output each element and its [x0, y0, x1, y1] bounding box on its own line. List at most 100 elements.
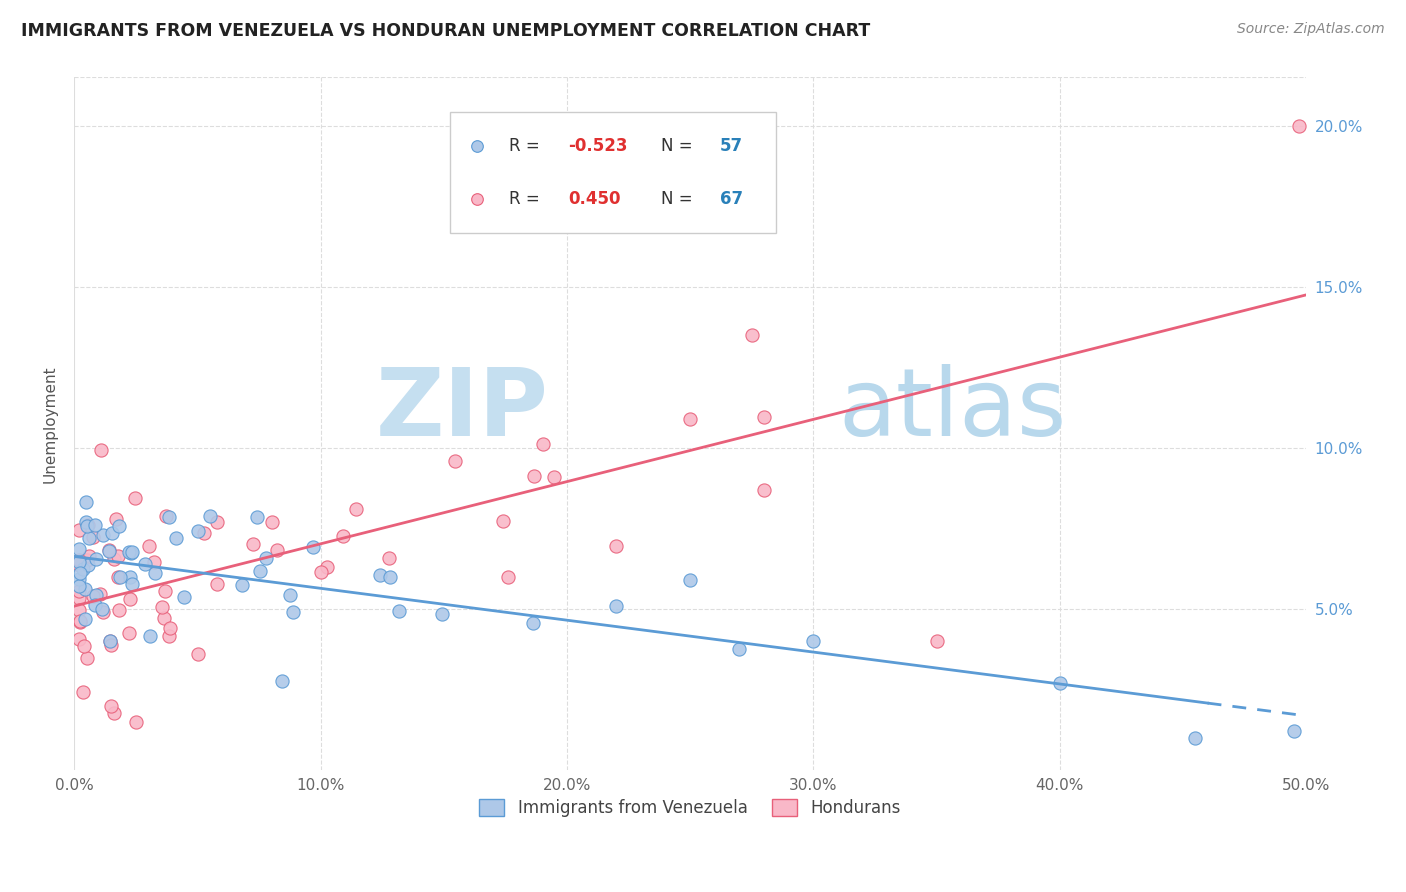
Point [67, 541, 90, 556]
Point [124, 491, 146, 505]
Point [1049, 676, 1071, 690]
Point [86, 552, 108, 566]
Point [67, 591, 90, 605]
Point [281, 605, 304, 619]
Point [543, 470, 565, 484]
Text: R =: R = [509, 190, 550, 209]
Text: IMMIGRANTS FROM VENEZUELA VS HONDURAN UNEMPLOYMENT CORRELATION CHART: IMMIGRANTS FROM VENEZUELA VS HONDURAN UN… [21, 22, 870, 40]
Point [266, 542, 288, 557]
Point [1282, 724, 1305, 739]
Point [105, 512, 128, 526]
Point [121, 545, 143, 559]
Point [139, 629, 162, 643]
Point [67, 579, 90, 593]
Point [108, 570, 131, 584]
Point [153, 583, 176, 598]
Point [67, 572, 90, 586]
Point [752, 483, 775, 497]
Point [378, 570, 401, 584]
Point [152, 611, 174, 625]
Point [103, 706, 125, 720]
Point [173, 590, 195, 604]
Text: 0.450: 0.450 [568, 190, 620, 209]
Point [82, 530, 104, 544]
Text: N =: N = [661, 190, 697, 209]
Point [187, 524, 209, 538]
Point [91, 605, 114, 619]
Legend: Immigrants from Venezuela, Hondurans: Immigrants from Venezuela, Hondurans [472, 792, 908, 824]
Point [98, 542, 121, 557]
Point [492, 514, 515, 528]
Point [69, 566, 91, 580]
Point [91, 527, 114, 541]
Point [77, 531, 100, 545]
Point [207, 515, 229, 529]
Point [301, 540, 323, 554]
FancyBboxPatch shape [450, 112, 776, 234]
Point [679, 412, 702, 426]
Point [67, 558, 90, 573]
Point [679, 573, 702, 587]
Point [90, 442, 112, 457]
Point [1288, 119, 1310, 133]
Point [143, 566, 166, 580]
Point [72, 685, 94, 699]
Point [67, 632, 90, 647]
Point [84, 599, 107, 613]
Point [69, 615, 91, 629]
Point [378, 550, 401, 565]
Text: R =: R = [509, 137, 546, 155]
Point [246, 509, 269, 524]
Point [120, 592, 142, 607]
Point [84, 517, 107, 532]
Point [100, 525, 122, 540]
Point [157, 509, 180, 524]
Point [120, 545, 142, 559]
Point [75, 515, 97, 529]
Text: 57: 57 [720, 137, 742, 155]
Point [98, 633, 121, 648]
Point [121, 577, 143, 591]
Point [522, 615, 544, 630]
Point [752, 409, 775, 424]
Point [207, 577, 229, 591]
Point [142, 555, 165, 569]
Point [741, 328, 763, 343]
Point [82, 590, 104, 604]
Point [107, 549, 129, 563]
Point [100, 634, 122, 648]
Point [73, 582, 96, 597]
Point [72, 561, 94, 575]
Point [801, 634, 824, 648]
Point [125, 714, 148, 729]
Point [138, 539, 160, 553]
Point [76, 553, 98, 567]
Point [67, 523, 90, 537]
Point [198, 508, 221, 523]
Point [67, 583, 90, 598]
Point [155, 509, 177, 524]
Point [67, 556, 90, 570]
Point [260, 515, 283, 529]
Point [249, 564, 271, 578]
Point [311, 565, 333, 579]
Point [346, 502, 368, 516]
Point [97, 544, 120, 558]
Point [430, 607, 453, 621]
Point [270, 673, 292, 688]
Point [118, 625, 141, 640]
Point [67, 603, 90, 617]
Point [73, 612, 96, 626]
Point [108, 603, 131, 617]
Point [728, 641, 751, 656]
Point [370, 567, 392, 582]
Point [89, 587, 111, 601]
Point [316, 559, 339, 574]
Text: 67: 67 [720, 190, 742, 209]
Point [605, 539, 627, 553]
Point [120, 570, 142, 584]
Point [67, 553, 90, 567]
Point [444, 454, 467, 468]
Point [76, 558, 98, 572]
Point [1184, 731, 1206, 745]
